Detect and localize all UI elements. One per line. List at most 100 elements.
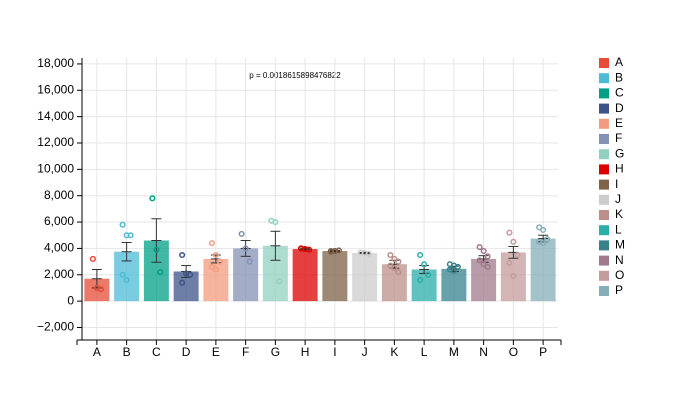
data-point <box>365 250 372 257</box>
y-tick-label: 12,000 <box>37 135 74 149</box>
bar <box>500 252 526 302</box>
bar <box>411 269 437 302</box>
x-tick-label: N <box>479 345 488 359</box>
data-point <box>119 221 126 228</box>
legend-label: B <box>615 70 623 84</box>
data-point <box>208 240 215 247</box>
data-point <box>216 258 223 265</box>
legend-label: H <box>615 162 624 176</box>
y-tick-label: 8,000 <box>44 188 74 202</box>
x-tick-label: D <box>182 345 191 359</box>
legend-label: N <box>615 253 624 267</box>
data-point <box>119 271 126 278</box>
data-point <box>395 269 402 276</box>
legend-label: L <box>615 222 622 236</box>
data-point <box>238 230 245 237</box>
data-point <box>302 246 309 253</box>
legend-label: E <box>615 116 623 130</box>
data-point <box>484 253 491 260</box>
legend-swatch <box>599 225 609 236</box>
data-point <box>391 255 398 263</box>
data-point <box>153 246 160 253</box>
legend-label: K <box>615 207 623 221</box>
data-point <box>97 286 104 293</box>
legend-swatch <box>599 88 609 99</box>
legend-swatch <box>599 149 609 160</box>
x-tick-label: L <box>421 345 428 359</box>
data-point <box>506 259 513 266</box>
data-point <box>212 251 219 259</box>
legend-swatch <box>599 179 609 190</box>
legend-label: G <box>615 146 624 160</box>
data-point <box>89 255 96 263</box>
legend-label: D <box>615 101 624 115</box>
data-point <box>484 263 491 270</box>
data-point <box>544 236 551 243</box>
legend-swatch <box>599 58 609 68</box>
legend-swatch <box>599 164 609 175</box>
legend-swatch <box>599 286 609 296</box>
data-point <box>387 262 394 269</box>
data-point <box>417 251 424 259</box>
data-point <box>450 267 457 274</box>
data-point <box>506 229 513 236</box>
data-point <box>540 226 547 234</box>
data-point <box>387 251 394 259</box>
data-point <box>510 238 517 245</box>
data-point <box>536 224 543 231</box>
x-tick-label: A <box>93 345 101 359</box>
data-point <box>480 261 487 268</box>
data-point <box>540 240 547 247</box>
x-tick-label: M <box>449 345 459 359</box>
data-point <box>149 195 156 202</box>
bar <box>322 251 348 302</box>
data-point <box>272 219 279 226</box>
data-point <box>480 248 487 255</box>
x-tick-label: J <box>362 345 368 359</box>
bar <box>352 253 378 302</box>
data-point <box>127 232 134 239</box>
data-point <box>276 278 283 285</box>
data-point <box>212 266 219 273</box>
data-point <box>331 248 338 255</box>
y-tick-label: −2,000 <box>37 320 74 334</box>
x-tick-label: I <box>333 345 336 359</box>
x-tick-label: E <box>212 345 220 359</box>
legend-swatch <box>599 270 609 281</box>
legend-label: A <box>615 55 623 69</box>
legend-label: P <box>615 283 623 297</box>
data-point <box>454 263 461 270</box>
data-point <box>179 279 186 286</box>
x-tick-label: H <box>301 345 310 359</box>
bar <box>471 258 497 302</box>
data-point <box>157 269 164 276</box>
data-point <box>510 273 517 280</box>
legend-label: M <box>615 238 625 252</box>
legend-swatch <box>599 255 609 266</box>
annotation: p = 0.0018615898476822 <box>249 71 341 80</box>
data-point <box>476 244 483 251</box>
x-tick-label: P <box>539 345 547 359</box>
data-point <box>514 251 521 259</box>
legend-swatch <box>599 194 609 205</box>
legend-label: I <box>615 177 618 191</box>
bar <box>530 238 556 302</box>
bar <box>292 249 318 302</box>
legend-swatch <box>599 73 609 84</box>
data-point <box>395 258 402 265</box>
y-tick-label: 6,000 <box>44 214 74 228</box>
y-tick-label: 16,000 <box>37 82 74 96</box>
data-point <box>421 261 428 268</box>
x-tick-label: O <box>509 345 518 359</box>
legend-swatch <box>599 118 609 129</box>
data-point <box>391 265 398 272</box>
legend-swatch <box>599 210 609 220</box>
bar <box>441 268 467 302</box>
x-tick-label: K <box>390 345 398 359</box>
data-point <box>208 263 215 270</box>
x-tick-label: C <box>152 345 161 359</box>
data-point <box>476 257 483 264</box>
data-point <box>179 251 186 259</box>
y-tick-label: 0 <box>67 293 74 307</box>
x-tick-label: B <box>123 345 131 359</box>
